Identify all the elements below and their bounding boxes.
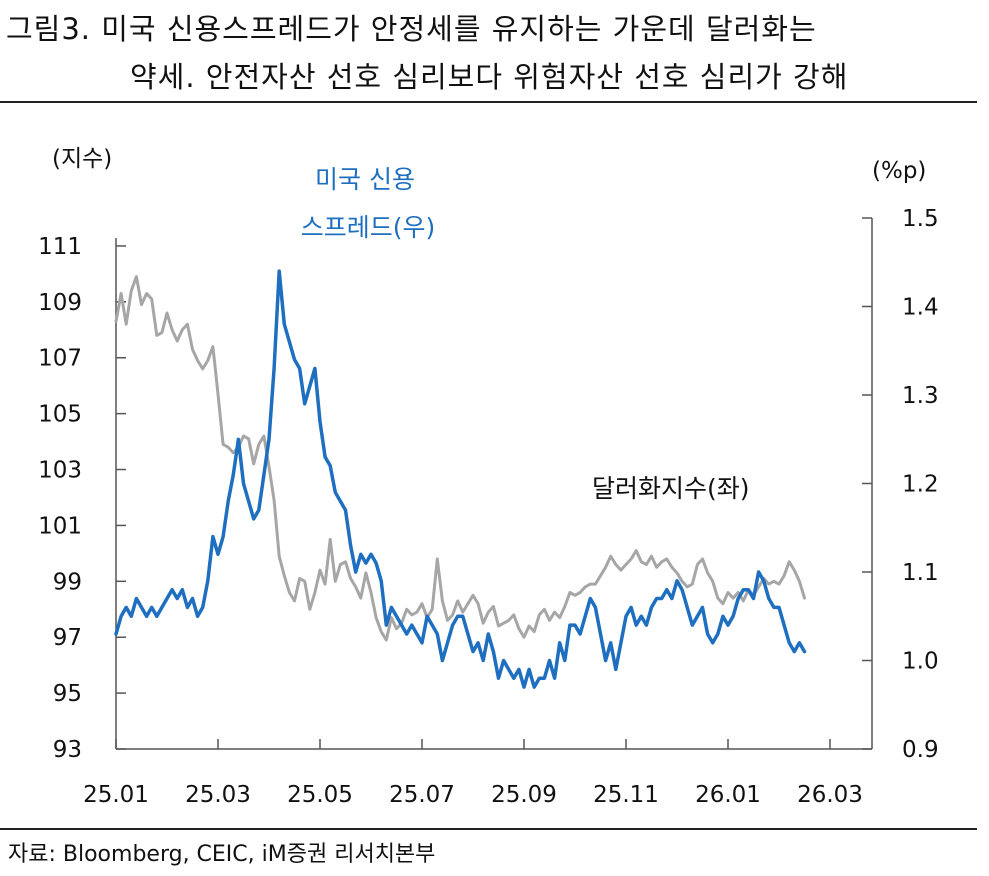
series-label-credit-spread-line1: 미국 신용	[315, 165, 415, 194]
top-rule	[0, 101, 977, 103]
bottom-rule	[0, 828, 977, 830]
x-tick-label: 26.01	[695, 782, 761, 808]
source-note: 자료: Bloomberg, CEIC, iM증권 리서치본부	[8, 842, 436, 867]
figure-title-line-2: 약세. 안전자산 선호 심리보다 위험자산 선호 심리가 강해	[130, 60, 849, 94]
x-tick-label: 25.03	[185, 782, 251, 808]
x-tick-label: 25.09	[491, 782, 557, 808]
y-right-tick-label: 0.9	[902, 737, 939, 763]
x-tick-label: 25.07	[389, 782, 455, 808]
y-left-tick-label: 101	[38, 513, 82, 539]
series-line-dollar-index	[114, 275, 806, 642]
y-left-tick-label: 103	[38, 458, 82, 484]
y-left-tick-label: 93	[53, 737, 82, 763]
chart-labels: (지수) (%p) 달러화지수(좌) 미국 신용스프레드(우)	[52, 146, 926, 503]
series-label-dollar-index: 달러화지수(좌)	[592, 474, 750, 503]
y-left-tick-label: 99	[53, 569, 82, 595]
figure-title-line-1: 그림3. 미국 신용스프레드가 안정세를 유지하는 가운데 달러화는	[6, 12, 817, 46]
x-tick-label: 25.05	[287, 782, 353, 808]
y-left-tick-label: 111	[38, 234, 82, 260]
y-right-tick-label: 1.4	[902, 295, 939, 321]
y-left-tick-label: 109	[38, 290, 82, 316]
series-label-credit-spread-line2: 스프레드(우)	[301, 213, 436, 242]
y-left-tick-label: 97	[53, 625, 82, 651]
x-tick-label: 25.01	[83, 782, 149, 808]
chart-axes: 111 109 107 105 103 101 99 97 95 93 1.5 1.4 1.3 1.2 1.…	[38, 206, 938, 808]
chart-series	[114, 269, 807, 689]
y-right-tick-label: 1.2	[902, 472, 939, 498]
y-right-tick-label: 1.3	[902, 383, 939, 409]
x-tick-label: 26.03	[797, 782, 863, 808]
y-left-tick-label: 107	[38, 346, 82, 372]
y-left-tick-label: 95	[53, 681, 82, 707]
series-line-credit-spread	[114, 269, 807, 689]
y-right-unit-label: (%p)	[872, 158, 926, 184]
y-right-tick-label: 1.5	[902, 206, 939, 232]
x-tick-label: 25.11	[593, 782, 659, 808]
y-right-tick-label: 1.0	[902, 649, 939, 675]
y-right-tick-label: 1.1	[902, 560, 939, 586]
y-left-tick-label: 105	[38, 402, 82, 428]
y-left-unit-label: (지수)	[52, 146, 112, 172]
